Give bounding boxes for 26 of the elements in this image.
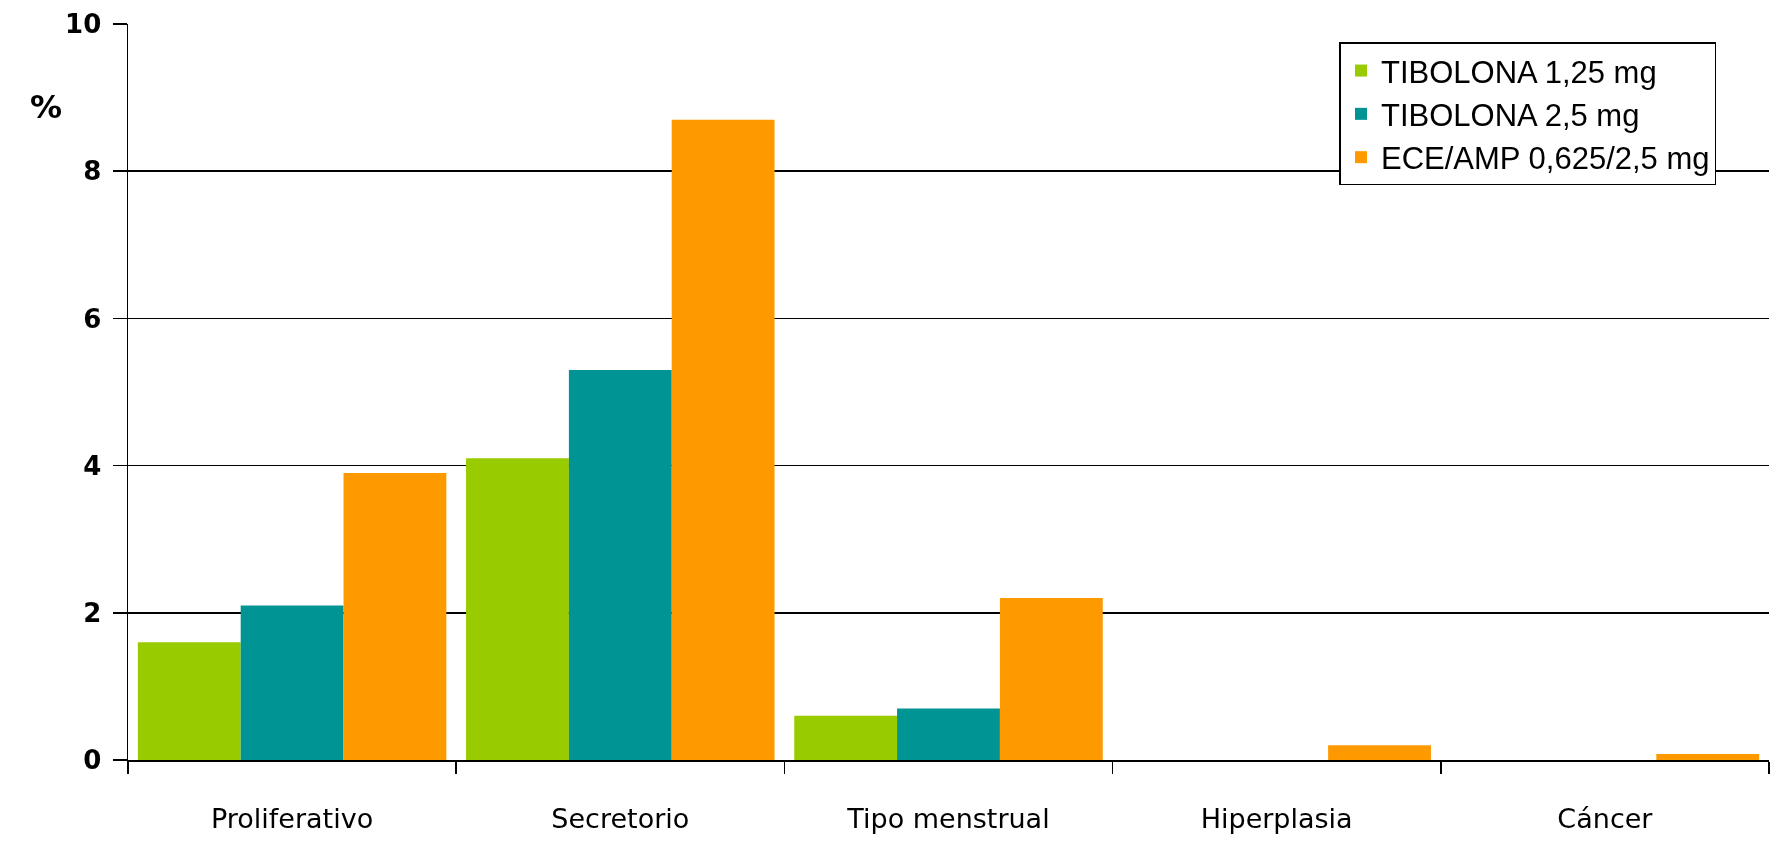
legend-label: TIBOLONA 1,25 mg xyxy=(1380,54,1657,90)
y-tick-label: 2 xyxy=(83,597,102,628)
bar xyxy=(466,458,569,760)
x-tick-label: Proliferativo xyxy=(211,802,374,834)
y-tick-label: 10 xyxy=(65,9,102,40)
legend-label: ECE/AMP 0,625/2,5 mg xyxy=(1380,141,1710,177)
y-tick-label: 8 xyxy=(83,156,102,187)
bar xyxy=(343,472,447,760)
legend-label: TIBOLONA 2,5 mg xyxy=(1380,97,1640,133)
bar xyxy=(568,369,672,760)
x-tick-label: Tipo menstrual xyxy=(846,802,1050,834)
bar xyxy=(137,642,241,760)
bar xyxy=(897,708,1000,760)
x-tick-label: Cáncer xyxy=(1557,802,1654,834)
bar xyxy=(999,598,1103,760)
bar xyxy=(794,715,898,760)
y-tick-label: 0 xyxy=(83,745,102,776)
bar xyxy=(1328,745,1431,760)
bar xyxy=(240,605,344,760)
y-tick-label: 6 xyxy=(83,303,102,334)
x-tick-label: Hiperplasia xyxy=(1200,802,1353,834)
y-axis-title: % xyxy=(30,88,63,126)
bar xyxy=(671,119,775,760)
bar xyxy=(1656,754,1760,760)
y-tick-label: 4 xyxy=(83,450,102,481)
x-tick-label: Secretorio xyxy=(551,802,690,834)
